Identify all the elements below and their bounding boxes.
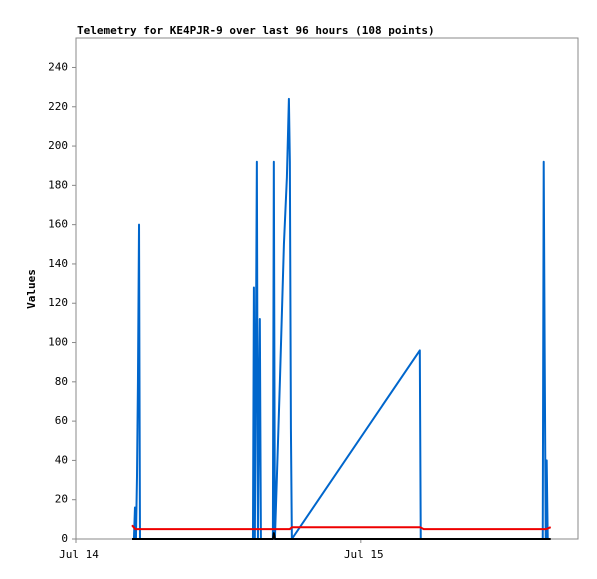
y-tick-label: 200 xyxy=(48,139,68,152)
y-tick-label: 120 xyxy=(48,296,68,309)
data-line xyxy=(132,532,551,540)
y-tick-label: 100 xyxy=(48,336,68,349)
data-line xyxy=(131,524,552,531)
chart-title: Telemetry for KE4PJR-9 over last 96 hour… xyxy=(77,24,435,37)
y-tick-label: 140 xyxy=(48,257,68,270)
y-tick-label: 240 xyxy=(48,60,68,73)
y-tick-label: 20 xyxy=(55,493,68,506)
y-tick-label: 180 xyxy=(48,178,68,191)
y-tick-label: 60 xyxy=(55,414,68,427)
y-tick-label: 40 xyxy=(55,453,68,466)
y-tick-label: 160 xyxy=(48,218,68,231)
y-tick-label: 80 xyxy=(55,375,68,388)
x-tick-label: Jul 15 xyxy=(344,548,384,561)
y-tick-label: 0 xyxy=(61,532,68,545)
x-tick-label: Jul 14 xyxy=(59,548,99,561)
y-tick-label: 220 xyxy=(48,100,68,113)
y-axis-label: Values xyxy=(25,269,38,309)
